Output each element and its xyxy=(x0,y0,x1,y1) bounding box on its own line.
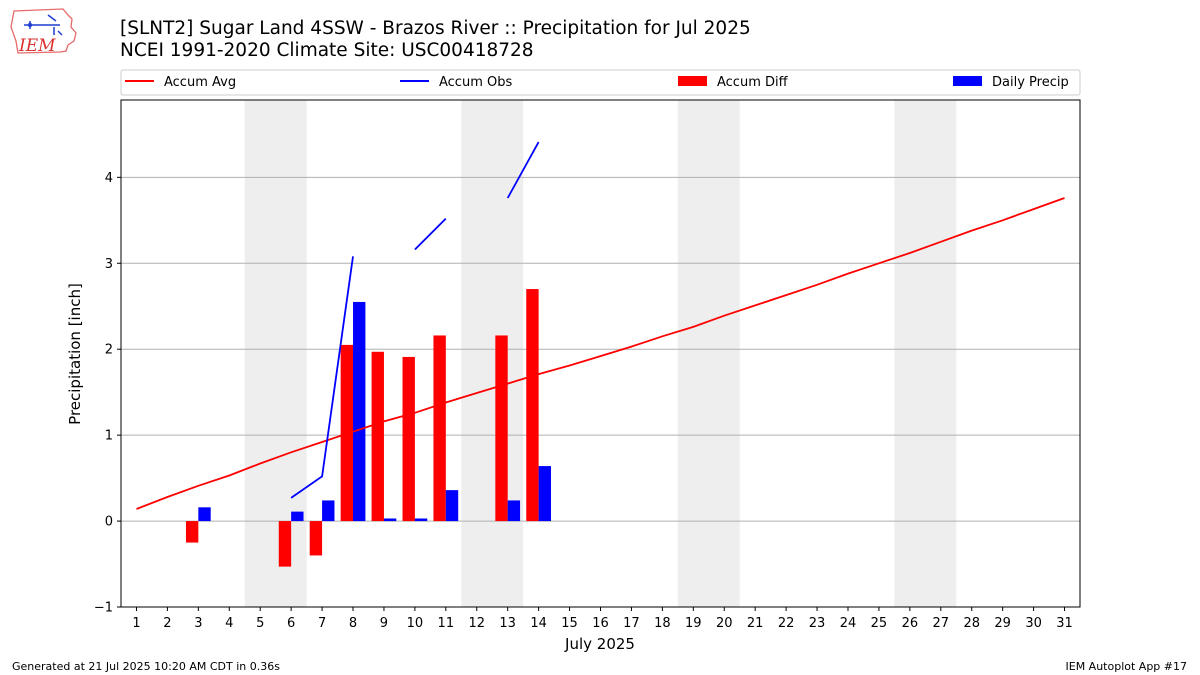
legend-label-accum-obs: Accum Obs xyxy=(439,75,512,90)
app-label: IEM Autoplot App #17 xyxy=(1065,660,1188,673)
weekend-shade xyxy=(244,100,307,607)
x-tick-label: 6 xyxy=(287,616,295,631)
accum-diff-bar xyxy=(371,351,384,522)
weekend-shade xyxy=(677,100,740,607)
bars xyxy=(185,289,552,567)
legend-label-daily-precip: Daily Precip xyxy=(992,75,1069,90)
x-tick-label: 31 xyxy=(1056,616,1073,631)
accum-diff-bar xyxy=(402,356,415,522)
x-axis: 1 2 3 4 5 6 7 8 9 10 11 12 13 14 15 16 17 18 19 20 21 22 23 24 2… xyxy=(132,607,1073,631)
y-axis-label: Precipitation [inch] xyxy=(66,283,84,425)
y-axis: −1 0 1 2 3 4 xyxy=(94,171,121,616)
generated-timestamp: Generated at 21 Jul 2025 10:20 AM CDT in… xyxy=(12,660,280,673)
x-tick-label: 2 xyxy=(163,616,171,631)
x-tick-label: 5 xyxy=(256,616,264,631)
legend-frame xyxy=(120,69,1081,96)
x-tick-label: 30 xyxy=(1025,616,1042,631)
x-axis-label: July 2025 xyxy=(564,635,635,653)
daily-precip-bar xyxy=(538,466,552,522)
y-tick-label: 4 xyxy=(105,171,113,186)
x-tick-label: 21 xyxy=(747,616,764,631)
daily-precip-bar xyxy=(198,507,211,522)
y-tick-label: 3 xyxy=(105,257,113,272)
daily-precip-bar xyxy=(414,518,428,522)
x-tick-label: 17 xyxy=(623,616,640,631)
x-tick-label: 29 xyxy=(994,616,1011,631)
logo-text: IEM xyxy=(18,36,56,56)
x-tick-label: 26 xyxy=(902,616,919,631)
accum-diff-bar xyxy=(495,335,508,522)
accum-diff-bar xyxy=(278,521,292,567)
iem-logo: IEM xyxy=(10,8,77,56)
x-tick-label: 20 xyxy=(716,616,733,631)
x-tick-label: 14 xyxy=(530,616,547,631)
x-tick-label: 24 xyxy=(840,616,857,631)
y-tick-label: −1 xyxy=(94,601,113,616)
x-tick-label: 25 xyxy=(871,616,888,631)
x-tick-label: 8 xyxy=(349,616,357,631)
x-tick-label: 7 xyxy=(318,616,326,631)
x-tick-label: 13 xyxy=(499,616,516,631)
lines xyxy=(136,141,1065,510)
legend: Accum Avg Accum Obs Accum Diff Daily Precip xyxy=(120,69,1081,96)
weekend-shade xyxy=(894,100,957,607)
legend-label-accum-diff: Accum Diff xyxy=(717,75,789,90)
x-tick-label: 12 xyxy=(468,616,485,631)
daily-precip-bar xyxy=(507,500,521,522)
accum-diff-bar xyxy=(185,521,199,543)
daily-precip-bar xyxy=(322,500,335,522)
x-tick-label: 16 xyxy=(592,616,609,631)
chart-title: [SLNT2] Sugar Land 4SSW - Brazos River :… xyxy=(120,18,751,39)
daily-precip-bar xyxy=(291,511,304,522)
iowa-outline-icon xyxy=(10,8,77,54)
y-tick-label: 0 xyxy=(105,515,113,530)
x-tick-label: 1 xyxy=(132,616,140,631)
daily-precip-bar xyxy=(383,518,397,522)
accum-avg-line xyxy=(136,197,1065,510)
x-tick-label: 23 xyxy=(809,616,826,631)
weekend-shade xyxy=(461,100,524,607)
accum-diff-bar xyxy=(309,521,323,556)
daily-precip-bar xyxy=(445,490,459,522)
y-tick-label: 1 xyxy=(105,429,113,444)
x-tick-label: 22 xyxy=(778,616,795,631)
y-tick-label: 2 xyxy=(105,343,113,358)
x-tick-label: 3 xyxy=(194,616,202,631)
accum-obs-line xyxy=(290,141,540,499)
accum-diff-bar xyxy=(433,335,446,522)
x-tick-label: 10 xyxy=(407,616,424,631)
daily-precip-bar xyxy=(353,301,366,522)
x-tick-label: 15 xyxy=(561,616,578,631)
accum-diff-bar xyxy=(526,289,539,522)
x-tick-label: 9 xyxy=(380,616,388,631)
chart-subtitle: NCEI 1991-2020 Climate Site: USC00418728 xyxy=(120,40,534,61)
x-tick-label: 4 xyxy=(225,616,233,631)
x-tick-label: 11 xyxy=(438,616,455,631)
legend-label-accum-avg: Accum Avg xyxy=(164,75,236,90)
x-tick-label: 18 xyxy=(654,616,671,631)
x-tick-label: 28 xyxy=(963,616,980,631)
weekend-shading xyxy=(244,100,957,607)
legend-swatch-accum-diff xyxy=(678,76,707,86)
x-tick-label: 19 xyxy=(685,616,702,631)
legend-swatch-daily-precip xyxy=(953,76,982,86)
x-tick-label: 27 xyxy=(933,616,950,631)
